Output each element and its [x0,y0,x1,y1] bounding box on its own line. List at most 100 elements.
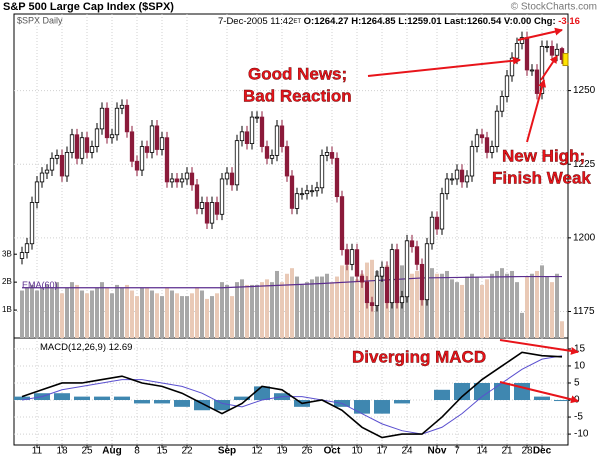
candle-body [444,178,450,195]
annotation-arrow [526,79,547,143]
volume-bar [555,273,559,338]
quote-tz: ET [293,19,301,25]
volume-bar [550,282,554,338]
candle-body [509,57,515,77]
volume-bar [540,265,544,338]
macd-histogram-bar [454,382,470,401]
candle-body [439,193,445,230]
candle-body [84,137,90,153]
volume-bar [110,293,114,338]
candle-body [419,263,425,301]
candle-body [194,184,200,209]
volume-bar [475,276,479,338]
quote-low: L:1259.01 [398,16,442,27]
volume-bar [30,284,34,338]
candle-body [79,137,85,159]
candle-body [29,202,35,245]
volume-bar [525,276,529,338]
candle-body [544,46,550,48]
volume-bar [70,282,74,338]
candle-body [384,266,390,304]
candle-body [364,281,370,304]
volume-bar [450,279,454,338]
volume-bar [415,270,419,338]
candle-body [474,134,480,147]
ema-line [22,275,562,289]
candle-body [414,246,420,265]
candle-body [144,146,150,153]
volume-bar [360,273,364,338]
volume-bar [435,273,439,338]
candle-body [319,154,325,189]
candle-body [149,125,155,153]
x-tick-label: 10 [351,446,363,457]
candle-body [204,202,210,224]
volume-bar [255,284,259,338]
macd-histogram-bar [14,396,30,401]
candle-body [399,296,405,304]
candle-body [369,302,375,306]
volume-bar [505,273,509,338]
candle-body [229,172,235,186]
volume-bar [35,290,39,338]
candle-body [154,125,160,150]
volume-bar [470,273,474,338]
y-tick-label: 1250 [573,85,596,96]
candle-body [529,69,535,72]
candle-body [309,190,315,193]
candle-body [159,137,165,150]
volume-bar [425,276,429,338]
volume-bar [155,293,159,338]
macd-line [21,351,563,439]
candle-body [274,125,280,156]
candle-body [459,169,465,183]
change-value: -3.16 [558,16,580,27]
candle-body [219,178,225,215]
annotation-text: Bad Reaction [243,86,352,105]
x-tick-label: 18 [56,446,68,457]
candle-body [549,46,555,56]
candle-body [249,116,255,145]
volume-bar [250,284,254,338]
ema-label: EMA(60) [22,280,58,290]
volume-bar [490,273,494,338]
x-tick-label: 14 [476,446,488,457]
volume-bar [115,284,119,338]
y-tick-label: 1175 [573,306,595,317]
volume-bar [215,293,219,338]
y-tick-label: 15 [574,344,586,355]
volume-bar [135,296,139,338]
candle-body [214,202,220,215]
x-tick-label: 22 [181,446,193,457]
volume-bar [145,287,149,338]
volume-bar [305,282,309,338]
candle-body [109,134,115,139]
candle-body [99,107,105,130]
volume-bar [295,276,299,338]
volume-bar [405,270,409,338]
candle-body [479,134,485,139]
volume-bar [520,312,524,338]
x-tick-label: 17 [376,446,388,457]
volume-tick-label: 3B [2,249,12,258]
candle-body [179,178,185,183]
volume-bar [445,270,449,338]
macd-histogram-bar [554,400,570,402]
volume-bar [560,321,564,338]
candle-body [59,154,65,177]
candle-body [434,216,440,230]
volume-bar [335,276,339,338]
candle-body [224,172,230,180]
quote-open: O:1264.27 [304,16,349,27]
x-tick-label: 15 [156,446,168,457]
candle-body [539,46,545,94]
macd-histogram-bar [114,396,130,401]
volume-bar [165,287,169,338]
volume-bar [20,290,24,338]
candle-body [164,137,170,183]
volume-bar [465,276,469,338]
candle-body [489,146,495,153]
x-tick-label: 21 [501,446,513,457]
candle-body [69,134,75,153]
